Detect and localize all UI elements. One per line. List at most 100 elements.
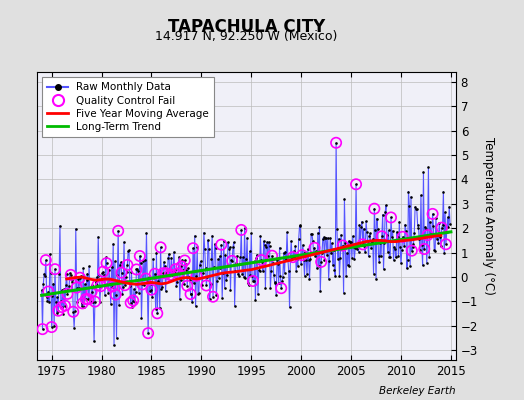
Point: [243, 234, 252, 241]
Point: [100, 272, 108, 279]
Point: [157, 244, 165, 250]
Point: [235, 272, 243, 279]
Point: [422, 225, 430, 232]
Point: [334, 256, 342, 262]
Point: [324, 235, 332, 241]
Point: [368, 236, 377, 242]
Point: [440, 250, 449, 256]
Point: [436, 243, 445, 249]
Point: [371, 227, 379, 233]
Point: [331, 272, 340, 279]
Point: [96, 283, 105, 290]
Point: [147, 286, 156, 293]
Point: [200, 229, 208, 236]
Point: [96, 298, 104, 305]
Point: [138, 281, 147, 288]
Point: [148, 294, 157, 301]
Point: [169, 268, 177, 274]
Point: [55, 270, 63, 277]
Point: [400, 242, 409, 249]
Point: [282, 256, 290, 263]
Legend: Raw Monthly Data, Quality Control Fail, Five Year Moving Average, Long-Term Tren: Raw Monthly Data, Quality Control Fail, …: [42, 77, 214, 137]
Point: [40, 271, 48, 277]
Point: [104, 290, 113, 296]
Point: [347, 238, 355, 245]
Point: [140, 256, 149, 263]
Point: [438, 224, 446, 231]
Point: [57, 297, 65, 304]
Point: [361, 249, 369, 255]
Point: [117, 270, 126, 276]
Point: [250, 258, 259, 264]
Point: [249, 278, 257, 284]
Point: [378, 211, 387, 218]
Point: [201, 246, 209, 252]
Point: [379, 266, 388, 272]
Point: [69, 308, 78, 315]
Point: [93, 282, 102, 288]
Point: [207, 256, 215, 262]
Point: [392, 229, 401, 235]
Point: [290, 255, 299, 262]
Point: [438, 224, 446, 231]
Point: [50, 323, 58, 329]
Point: [98, 270, 106, 276]
Point: [146, 281, 155, 287]
Point: [217, 242, 225, 248]
Point: [268, 252, 276, 259]
Point: [76, 274, 84, 281]
Point: [192, 273, 201, 279]
Point: [160, 263, 169, 270]
Point: [48, 324, 56, 330]
Point: [89, 298, 97, 305]
Point: [329, 262, 337, 268]
Point: [179, 267, 187, 274]
Point: [67, 272, 75, 278]
Point: [78, 303, 86, 309]
Point: [365, 233, 374, 240]
Point: [126, 283, 134, 290]
Point: [229, 244, 237, 250]
Point: [127, 268, 136, 275]
Point: [99, 268, 107, 275]
Point: [344, 238, 353, 244]
Point: [336, 255, 344, 261]
Point: [225, 244, 234, 250]
Point: [387, 214, 395, 221]
Point: [350, 256, 358, 262]
Point: [394, 253, 402, 260]
Point: [159, 270, 167, 276]
Point: [154, 278, 162, 285]
Point: [227, 256, 235, 263]
Point: [332, 140, 340, 146]
Point: [348, 233, 357, 239]
Point: [72, 226, 80, 232]
Point: [60, 286, 68, 292]
Point: [153, 310, 161, 316]
Point: [92, 278, 100, 285]
Point: [126, 300, 135, 306]
Point: [151, 306, 160, 312]
Point: [416, 247, 424, 254]
Point: [300, 256, 308, 263]
Point: [167, 254, 176, 261]
Point: [259, 238, 268, 244]
Point: [73, 299, 82, 306]
Point: [90, 338, 99, 344]
Point: [267, 268, 276, 274]
Point: [326, 234, 334, 241]
Point: [51, 266, 59, 272]
Point: [156, 305, 164, 312]
Point: [103, 281, 112, 287]
Point: [147, 286, 156, 293]
Point: [189, 245, 197, 252]
Point: [276, 273, 285, 279]
Point: [121, 282, 129, 288]
Point: [137, 315, 146, 322]
Point: [352, 181, 361, 188]
Point: [164, 255, 172, 262]
Point: [304, 256, 313, 263]
Point: [285, 268, 293, 274]
Point: [263, 239, 271, 245]
Point: [162, 270, 171, 276]
